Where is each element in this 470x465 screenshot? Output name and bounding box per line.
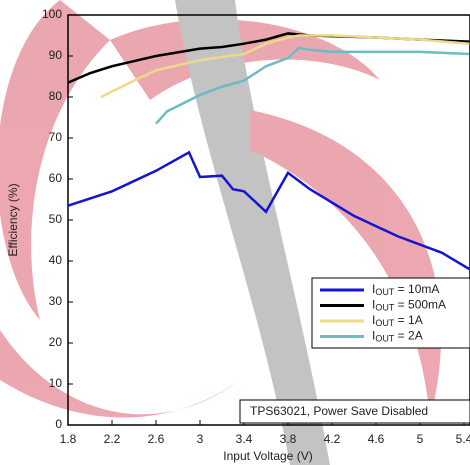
y-tick-label: 60 (49, 171, 63, 185)
x-tick-label: 3 (197, 432, 204, 446)
series-line (68, 150, 470, 271)
annotation-box (239, 399, 470, 424)
y-tick-label: 0 (55, 417, 62, 431)
x-tick-label: 4.2 (324, 432, 341, 446)
y-tick-label: 80 (49, 89, 63, 103)
y-tick-label: 90 (49, 48, 63, 62)
watermark (0, 0, 442, 465)
x-tick-label: 4.6 (368, 432, 385, 446)
x-tick-label: 3.8 (280, 432, 297, 446)
x-tick-label: 5 (417, 432, 424, 446)
annotation: TPS63021, Power Save Disabled (250, 404, 428, 418)
x-tick-label: 2.2 (104, 432, 121, 446)
x-axis-label: Input Voltage (V) (223, 449, 312, 463)
x-tick-label: 1.8 (60, 432, 77, 446)
x-tick-label: 3.4 (236, 432, 253, 446)
legend-label: IOUT = 10mA (372, 282, 439, 297)
y-tick-label: 40 (49, 253, 63, 267)
y-tick-label: 20 (49, 335, 63, 349)
y-axis-label: Efficiency (%) (6, 183, 20, 256)
series-line (100, 34, 470, 99)
series-line (155, 46, 470, 125)
y-tick-label: 100 (42, 7, 62, 21)
y-tick-label: 70 (49, 130, 63, 144)
legend-label: IOUT = 2A (372, 329, 423, 344)
y-tick-label: 10 (49, 376, 63, 390)
y-tick-label: 50 (49, 212, 63, 226)
y-tick-label: 30 (49, 294, 63, 308)
legend-label: IOUT = 1A (372, 313, 423, 328)
legend-label: IOUT = 500mA (372, 298, 446, 313)
x-tick-label: 2.6 (148, 432, 165, 446)
x-tick-label: 5.4 (456, 432, 470, 446)
